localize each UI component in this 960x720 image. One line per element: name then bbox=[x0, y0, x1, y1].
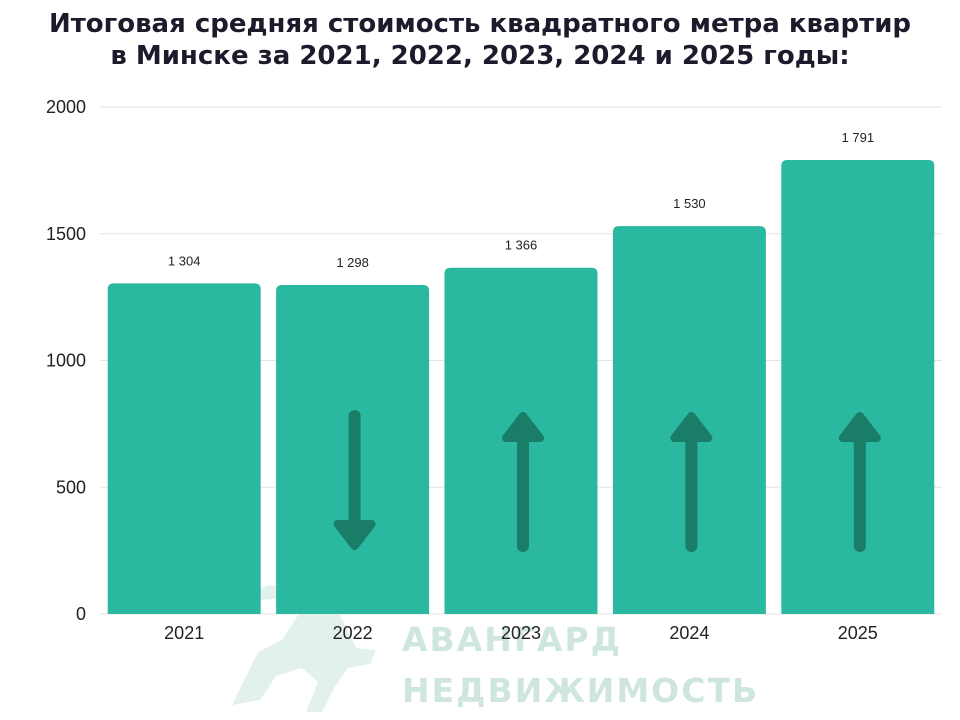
y-tick-label-0: 0 bbox=[76, 604, 86, 624]
trend-arrows bbox=[333, 410, 881, 552]
y-tick-label-1000: 1000 bbox=[46, 351, 86, 371]
bar-2025 bbox=[781, 159, 935, 614]
x-axis-ticks: 2021 2022 2023 2024 2025 bbox=[164, 623, 878, 643]
chart-title-line-2: в Минске за 2021, 2022, 2023, 2024 и 202… bbox=[110, 41, 850, 71]
y-axis-ticks: 0 500 1000 1500 2000 bbox=[46, 97, 86, 624]
bar-2021 bbox=[107, 283, 261, 614]
trend-arrow-up-2023 bbox=[502, 412, 544, 552]
x-tick-label-2023: 2023 bbox=[501, 623, 541, 643]
data-label-2025: 1 791 bbox=[842, 130, 875, 145]
x-tick-label-2022: 2022 bbox=[333, 623, 373, 643]
x-tick-label-2021: 2021 bbox=[164, 623, 204, 643]
watermark-line-1: АВАНГАРД bbox=[402, 620, 622, 659]
data-label-2024: 1 530 bbox=[673, 196, 706, 211]
chart-title-line-1: Итоговая средняя стоимость квадратного м… bbox=[48, 9, 912, 39]
x-tick-label-2024: 2024 bbox=[669, 623, 709, 643]
y-tick-label-1500: 1500 bbox=[46, 224, 86, 244]
chart-title: Итоговая средняя стоимость квадратного м… bbox=[0, 8, 960, 72]
trend-arrow-down-2022 bbox=[333, 410, 376, 550]
data-label-2022: 1 298 bbox=[336, 255, 369, 270]
y-tick-label-2000: 2000 bbox=[46, 97, 86, 117]
x-tick-label-2025: 2025 bbox=[838, 623, 878, 643]
trend-arrow-up-2024 bbox=[670, 412, 713, 552]
data-label-2021: 1 304 bbox=[168, 253, 201, 268]
trend-arrow-up-2025 bbox=[838, 412, 881, 552]
watermark-line-2: НЕДВИЖИМОСТЬ bbox=[402, 671, 759, 710]
data-labels: 1 304 1 298 1 366 1 530 1 791 bbox=[168, 130, 874, 270]
y-tick-label-500: 500 bbox=[56, 477, 86, 497]
data-label-2023: 1 366 bbox=[505, 238, 538, 253]
